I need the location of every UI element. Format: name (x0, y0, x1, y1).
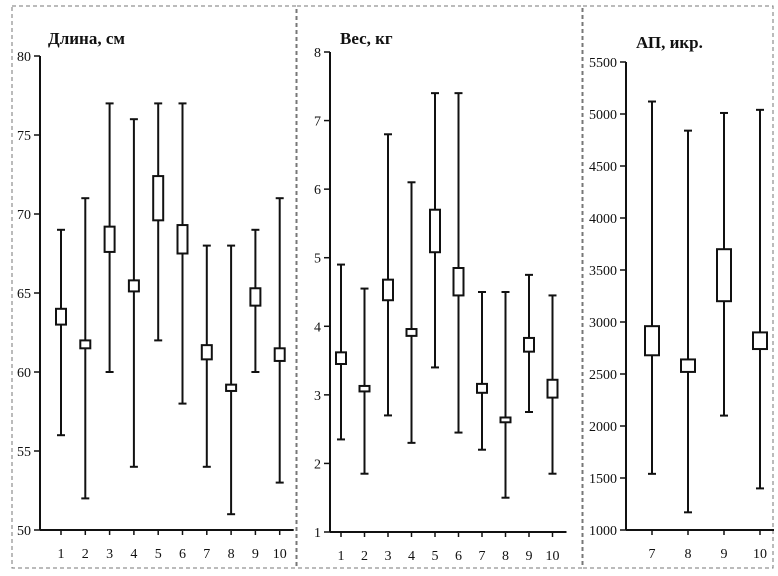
fecundity-box (753, 332, 767, 349)
panel-length: Длина, см 50 55 60 65 70 75 80 1 2 3 4 5 6 7 8 9 10 (17, 29, 294, 562)
length-y-tick-label: 70 (17, 208, 31, 223)
length-y-tick-label: 55 (17, 445, 31, 460)
fecundity-y-tick-label: 4000 (589, 212, 617, 227)
length-x-tick-label: 10 (273, 547, 287, 562)
length-x-tick-label: 4 (130, 547, 137, 562)
fecundity-box (681, 359, 695, 371)
weight-box (477, 384, 487, 393)
weight-y-tick-label: 1 (314, 526, 321, 541)
weight-box (360, 386, 370, 391)
weight-y-tick-label: 7 (314, 115, 321, 130)
panel-frame-weight (297, 6, 582, 568)
weight-box (336, 352, 346, 364)
length-box (105, 227, 115, 252)
fecundity-y-tick-label: 1000 (589, 524, 617, 539)
panel-fecundity: АП, икр. 1000 1500 2000 2500 3000 3500 4000 450… (589, 33, 774, 562)
length-x-tick-label: 5 (155, 547, 162, 562)
fecundity-box (717, 249, 731, 301)
weight-x-tick-label: 6 (455, 549, 462, 564)
weight-x-tick-label: 2 (361, 549, 368, 564)
weight-y-tick-label: 3 (314, 389, 321, 404)
weight-y-tick-label: 4 (314, 320, 321, 335)
fecundity-y-tick-label: 5000 (589, 108, 617, 123)
length-box (153, 176, 163, 220)
weight-box (383, 280, 393, 301)
length-box (178, 225, 188, 253)
length-y-tick-label: 75 (17, 129, 31, 144)
weight-y-tick-label: 5 (314, 252, 321, 267)
panel-title-length: Длина, см (48, 29, 125, 48)
weight-plot: 1 2 3 4 5 6 7 8 1 2 3 4 5 6 7 8 9 10 (314, 46, 567, 564)
weight-x-tick-label: 3 (385, 549, 392, 564)
fecundity-x-tick-label: 9 (721, 547, 728, 562)
panel-title-weight: Вес, кг (340, 29, 393, 48)
length-x-tick-label: 3 (106, 547, 113, 562)
fecundity-plot: 1000 1500 2000 2500 3000 3500 4000 4500 5000 5500… (589, 56, 774, 562)
weight-box (524, 338, 534, 352)
length-box (275, 348, 285, 361)
fecundity-y-tick-label: 4500 (589, 160, 617, 175)
length-y-tick-label: 65 (17, 287, 31, 302)
weight-box (430, 210, 440, 253)
weight-x-tick-label: 9 (526, 549, 533, 564)
panel-weight: Вес, кг 1 2 3 4 5 6 7 8 1 2 3 4 5 6 7 8 9 10 (314, 29, 567, 564)
weight-x-tick-label: 7 (479, 549, 486, 564)
fecundity-y-tick-label: 3000 (589, 316, 617, 331)
weight-x-tick-label: 1 (338, 549, 345, 564)
weight-y-tick-label: 2 (314, 457, 321, 472)
panel-title-fecundity: АП, икр. (636, 33, 703, 52)
fecundity-box (645, 326, 659, 355)
weight-y-tick-label: 6 (314, 183, 321, 198)
length-box (56, 309, 66, 325)
weight-box (548, 380, 558, 398)
length-box (80, 340, 90, 348)
weight-box (454, 268, 464, 295)
weight-box (407, 329, 417, 336)
fecundity-x-tick-label: 10 (753, 547, 767, 562)
length-x-tick-label: 8 (228, 547, 235, 562)
length-box (202, 345, 212, 359)
length-y-tick-label: 60 (17, 366, 31, 381)
fecundity-y-tick-label: 1500 (589, 472, 617, 487)
length-x-tick-label: 2 (82, 547, 89, 562)
length-x-tick-label: 7 (203, 547, 210, 562)
weight-x-tick-label: 8 (502, 549, 509, 564)
length-x-tick-label: 1 (58, 547, 65, 562)
length-x-tick-label: 6 (179, 547, 186, 562)
length-box (226, 385, 236, 391)
fecundity-x-tick-label: 7 (649, 547, 656, 562)
panel-frame-length (12, 6, 296, 568)
fecundity-y-tick-label: 2000 (589, 420, 617, 435)
fecundity-y-tick-label: 5500 (589, 56, 617, 71)
length-box (250, 288, 260, 305)
fecundity-y-tick-label: 2500 (589, 368, 617, 383)
length-x-tick-label: 9 (252, 547, 259, 562)
length-y-tick-label: 80 (17, 50, 31, 65)
weight-box (501, 417, 511, 422)
fecundity-x-tick-label: 8 (685, 547, 692, 562)
fecundity-y-tick-label: 3500 (589, 264, 617, 279)
weight-x-tick-label: 4 (408, 549, 415, 564)
length-plot: 50 55 60 65 70 75 80 1 2 3 4 5 6 7 8 9 10 (17, 50, 294, 562)
length-y-tick-label: 50 (17, 524, 31, 539)
weight-y-tick-label: 8 (314, 46, 321, 61)
weight-x-tick-label: 5 (432, 549, 439, 564)
length-box (129, 280, 139, 291)
weight-x-tick-label: 10 (546, 549, 560, 564)
